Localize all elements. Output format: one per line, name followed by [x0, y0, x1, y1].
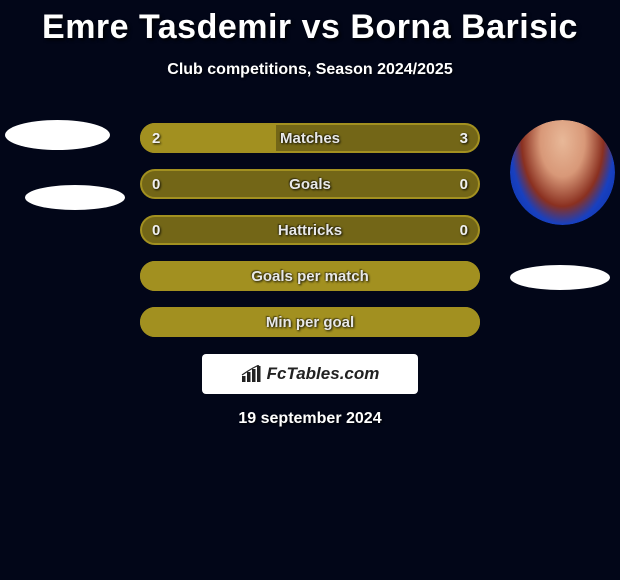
stat-label: Min per goal [266, 314, 354, 331]
stat-bar-fill [140, 123, 276, 153]
stat-value-right: 0 [460, 176, 468, 193]
player-right [510, 120, 615, 225]
date-label: 19 september 2024 [0, 410, 620, 428]
stat-row: 0 0 Hattricks [140, 215, 480, 245]
player-right-name-pill [510, 265, 610, 290]
stat-value-left: 0 [152, 176, 160, 193]
stat-value-right: 0 [460, 222, 468, 239]
stat-label: Matches [280, 130, 340, 147]
player-left [5, 120, 110, 150]
stat-value-right: 3 [460, 130, 468, 147]
stat-label: Goals per match [251, 268, 369, 285]
subtitle: Club competitions, Season 2024/2025 [0, 61, 620, 79]
stat-row: 2 3 Matches [140, 123, 480, 153]
stat-label: Hattricks [278, 222, 342, 239]
stat-value-left: 2 [152, 130, 160, 147]
stats-bars: 2 3 Matches 0 0 Goals 0 0 Hattricks Goals per mat… [140, 123, 480, 353]
page-title: Emre Tasdemir vs Borna Barisic [0, 0, 620, 47]
stat-value-left: 0 [152, 222, 160, 239]
stat-row: Min per goal [140, 307, 480, 337]
bar-chart-icon [241, 365, 263, 383]
logo-box: FcTables.com [202, 354, 418, 394]
avatar-right [510, 120, 615, 225]
stat-row: 0 0 Goals [140, 169, 480, 199]
stat-row: Goals per match [140, 261, 480, 291]
avatar-right-image [510, 120, 615, 225]
stat-label: Goals [289, 176, 331, 193]
logo-text: FcTables.com [267, 364, 380, 384]
avatar-left-placeholder [5, 120, 110, 150]
player-left-name-pill [25, 185, 125, 210]
